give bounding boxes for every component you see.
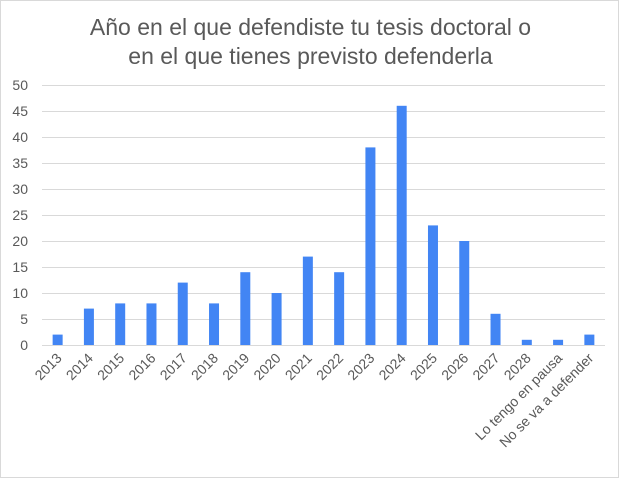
y-tick-label: 25 [12, 207, 28, 223]
bar-2026 [459, 241, 470, 345]
bar-2022 [334, 272, 345, 345]
bar-2016 [146, 303, 157, 345]
x-tick-label: 2025 [407, 350, 440, 383]
bar-2019 [240, 272, 251, 345]
bars [52, 105, 595, 345]
x-tick-label: 2016 [125, 350, 158, 383]
bar-2013 [52, 334, 63, 345]
y-tick-label: 5 [20, 311, 28, 327]
x-tick-label: 2017 [157, 350, 190, 383]
bar-2020 [271, 293, 282, 345]
y-tick-label: 0 [20, 337, 28, 353]
x-tick-label: 2024 [375, 350, 408, 383]
y-tick-label: 15 [12, 259, 28, 275]
gridlines [42, 85, 605, 346]
x-tick-label: 2013 [31, 350, 64, 383]
x-tick-label: 2023 [344, 350, 377, 383]
x-tick-label: 2014 [63, 350, 96, 383]
x-axis-tick-labels: 2013201420152016201720182019202020212022… [31, 350, 596, 451]
bar-no-se-va-a-defender [584, 334, 595, 345]
bar-2021 [302, 256, 313, 345]
bar-2018 [209, 303, 220, 345]
y-tick-label: 10 [12, 285, 28, 301]
y-tick-label: 30 [12, 181, 28, 197]
bar-2015 [115, 303, 126, 345]
y-tick-label: 45 [12, 103, 28, 119]
x-tick-label: 2018 [188, 350, 221, 383]
y-tick-label: 35 [12, 155, 28, 171]
bar-2024 [396, 105, 407, 345]
bar-2023 [365, 147, 376, 345]
bar-lo-tengo-en-pausa [553, 339, 564, 345]
x-tick-label: 2015 [94, 350, 127, 383]
bar-2017 [177, 282, 188, 345]
x-tick-label: 2026 [438, 350, 471, 383]
bar-2028 [521, 339, 532, 345]
bar-2025 [427, 225, 438, 345]
bar-2027 [490, 313, 501, 345]
x-tick-label: 2020 [250, 350, 283, 383]
chart-title: Año en el que defendiste tu tesis doctor… [89, 14, 532, 69]
y-tick-label: 40 [12, 129, 28, 145]
bar-2014 [83, 308, 94, 345]
x-tick-label: 2019 [219, 350, 252, 383]
x-tick-label: 2027 [469, 350, 502, 383]
x-tick-label: 2022 [313, 350, 346, 383]
y-tick-label: 50 [12, 77, 28, 93]
y-tick-label: 20 [12, 233, 28, 249]
x-tick-label: 2021 [282, 350, 315, 383]
y-axis-tick-labels: 0 5 10 15 20 25 30 35 40 45 50 [12, 77, 28, 353]
